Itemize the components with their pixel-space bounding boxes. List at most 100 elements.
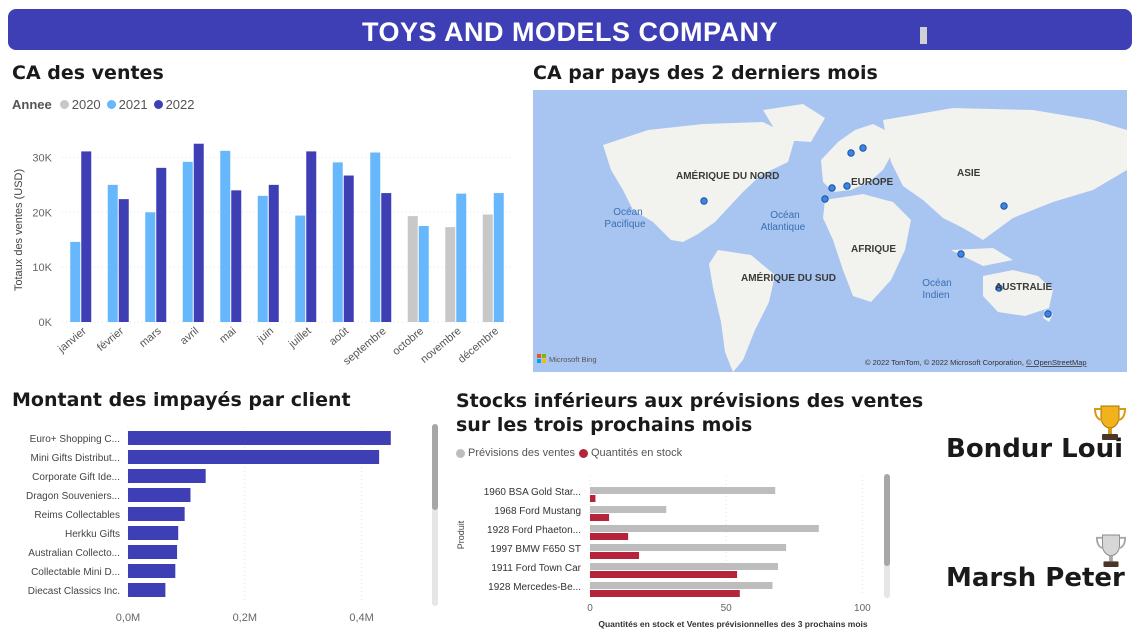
stock-bar[interactable] [590,514,610,521]
bar-2021[interactable] [145,212,156,322]
bar-2021[interactable] [418,226,429,322]
category-label: Australian Collecto... [28,548,120,559]
x-tick-label: février [95,325,126,354]
bar-2022[interactable] [193,143,204,322]
forecast-bar[interactable] [590,582,773,589]
stock-chart-scrollbar[interactable] [884,474,890,598]
bing-logo-icon [542,354,546,358]
forecast-bar[interactable] [590,563,778,570]
bar-2021[interactable] [70,241,81,322]
bar-2022[interactable] [343,175,354,322]
map-location-marker[interactable] [843,182,851,190]
unpaid-bar[interactable] [128,545,178,559]
unpaid-bar[interactable] [128,488,191,502]
stock-bar[interactable] [590,495,596,502]
osm-link[interactable]: © OpenStreetMap [1026,358,1087,367]
legend-item-2022[interactable]: 2022 [153,97,195,112]
stock-bar[interactable] [590,552,640,559]
forecast-bar[interactable] [590,525,819,532]
map-location-marker[interactable] [995,284,1003,292]
x-tick-label: 100 [854,603,871,614]
ocean-label: Pacifique [604,219,646,230]
indonesia-shape [951,248,1013,266]
legend-title: Annee [12,97,52,112]
legend-item-forecast[interactable]: Prévisions des ventes [456,447,575,459]
map-location-marker[interactable] [821,195,829,203]
ocean-label: Océan [613,207,642,218]
bar-2020[interactable] [482,214,493,322]
north-america-shape [603,122,795,242]
continent-label: AMÉRIQUE DU NORD [676,169,779,182]
forecast-bar[interactable] [590,544,787,551]
map-location-marker[interactable] [700,197,708,205]
category-label: Reims Collectables [34,510,120,521]
map-location-marker[interactable] [1044,310,1052,318]
bar-2020[interactable] [407,216,418,322]
unpaid-bar[interactable] [128,469,206,483]
y-axis-label: Produit [456,520,466,549]
sales-map[interactable]: AMÉRIQUE DU NORD EUROPE ASIE AFRIQUE AMÉ… [533,90,1127,372]
bar-2020[interactable] [445,227,456,322]
legend-item-2020[interactable]: 2020 [59,97,101,112]
legend-item-stock[interactable]: Quantités en stock [579,447,682,459]
map-location-marker[interactable] [828,184,836,192]
x-tick-label: 0,4M [349,612,373,624]
stock-bar[interactable] [590,571,738,578]
bar-2022[interactable] [156,167,167,322]
bar-2022[interactable] [231,190,242,322]
unpaid-chart-title: Montant des impayés par client [12,389,351,411]
bar-2021[interactable] [332,162,343,322]
x-tick-label: mai [217,325,238,346]
unpaid-bar[interactable] [128,450,380,464]
bar-2021[interactable] [220,150,231,322]
map-location-marker[interactable] [859,144,867,152]
unpaid-bar[interactable] [128,526,179,540]
legend-dot-icon [456,448,465,458]
unpaid-bar[interactable] [128,507,185,521]
x-tick-label: avril [178,325,201,347]
page-title: TOYS AND MODELS COMPANY [361,17,779,47]
bar-2022[interactable] [268,184,279,322]
bing-logo: Microsoft Bing [537,354,597,364]
bar-2022[interactable] [381,193,392,322]
sales-chart: 0K 10K 20K 30K Totaux des ventes (USD) janvie… [13,143,512,368]
product-label: 1960 BSA Gold Star... [484,487,581,498]
y-tick-label: 0K [39,317,53,329]
stock-bar[interactable] [590,590,740,597]
scrollbar-thumb[interactable] [432,424,438,510]
map-location-marker[interactable] [847,149,855,157]
second-seller-name: Marsh Peter [946,563,1125,593]
stock-chart-title: Stocks inférieurs aux prévisions des ven… [456,390,924,436]
map-location-marker[interactable] [957,250,965,258]
scrollbar-thumb[interactable] [884,474,890,566]
bar-2022[interactable] [306,151,317,322]
bar-2021[interactable] [295,215,306,322]
bar-2021[interactable] [456,193,467,322]
map-title: CA par pays des 2 derniers mois [533,62,878,84]
legend-item-2021[interactable]: 2021 [106,97,148,112]
bar-2021[interactable] [493,193,504,322]
unpaid-chart: 0,0M 0,2M 0,4M Euro+ Shopping C... Mini Gift… [26,427,391,624]
stock-bar[interactable] [590,533,629,540]
unpaid-bar[interactable] [128,564,176,578]
category-label: Collectable Mini D... [31,567,120,578]
x-tick-label: décembre [456,325,501,366]
product-label: 1911 Ford Town Car [491,563,581,574]
bar-2021[interactable] [107,184,118,322]
forecast-bar[interactable] [590,506,667,513]
legend-dot-icon [579,448,588,458]
unpaid-bar[interactable] [128,583,166,597]
map-location-marker[interactable] [1000,202,1008,210]
bar-2021[interactable] [182,161,193,322]
drag-handle[interactable] [920,27,927,44]
unpaid-chart-scrollbar[interactable] [432,424,438,606]
product-label: 1928 Mercedes-Be... [488,582,581,593]
bar-2022[interactable] [118,199,129,322]
bar-2022[interactable] [81,151,92,322]
continent-label: AMÉRIQUE DU SUD [741,271,836,284]
unpaid-bar[interactable] [128,431,391,445]
category-label: Mini Gifts Distribut... [31,453,120,464]
bar-2021[interactable] [257,195,268,322]
bar-2021[interactable] [370,152,381,322]
forecast-bar[interactable] [590,487,776,494]
